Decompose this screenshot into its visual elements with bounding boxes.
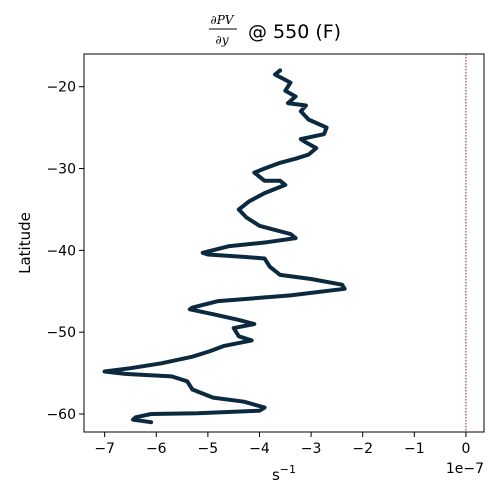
x-tick-label: −1	[404, 441, 425, 457]
x-axis-label: s−1	[272, 463, 296, 484]
y-tick-label: −40	[46, 243, 76, 259]
y-axis-label: Latitude	[16, 212, 34, 274]
title-fraction-denominator: ∂y	[216, 33, 229, 47]
x-tick-label: 0	[461, 441, 470, 457]
x-tick-label: −6	[146, 441, 167, 457]
y-tick-label: −60	[46, 407, 76, 423]
x-tick-label: −3	[301, 441, 322, 457]
x-axis-label-exponent: −1	[280, 463, 296, 476]
x-axis-label-base: s	[272, 466, 280, 484]
title-fraction-numerator: ∂PV	[211, 13, 235, 27]
x-axis-offset-label: 1e−7	[446, 461, 484, 477]
title-suffix: @ 550 (F)	[248, 21, 341, 43]
series-line	[102, 68, 347, 425]
plot-area-frame	[83, 53, 485, 433]
y-tick-label: −30	[46, 162, 76, 178]
y-tick-label: −20	[46, 80, 76, 96]
y-tick-label: −50	[46, 325, 76, 341]
chart-title: ∂PV ∂y @ 550 (F)	[209, 13, 341, 47]
y-axis-ticks: −20 −30 −40 −50 −60	[46, 80, 84, 423]
x-tick-label: −7	[94, 441, 115, 457]
x-tick-label: −2	[352, 441, 373, 457]
x-tick-label: −4	[249, 441, 270, 457]
x-tick-label: −5	[198, 441, 219, 457]
x-axis-ticks: −7 −6 −5 −4 −3 −2 −1 0	[94, 432, 470, 457]
